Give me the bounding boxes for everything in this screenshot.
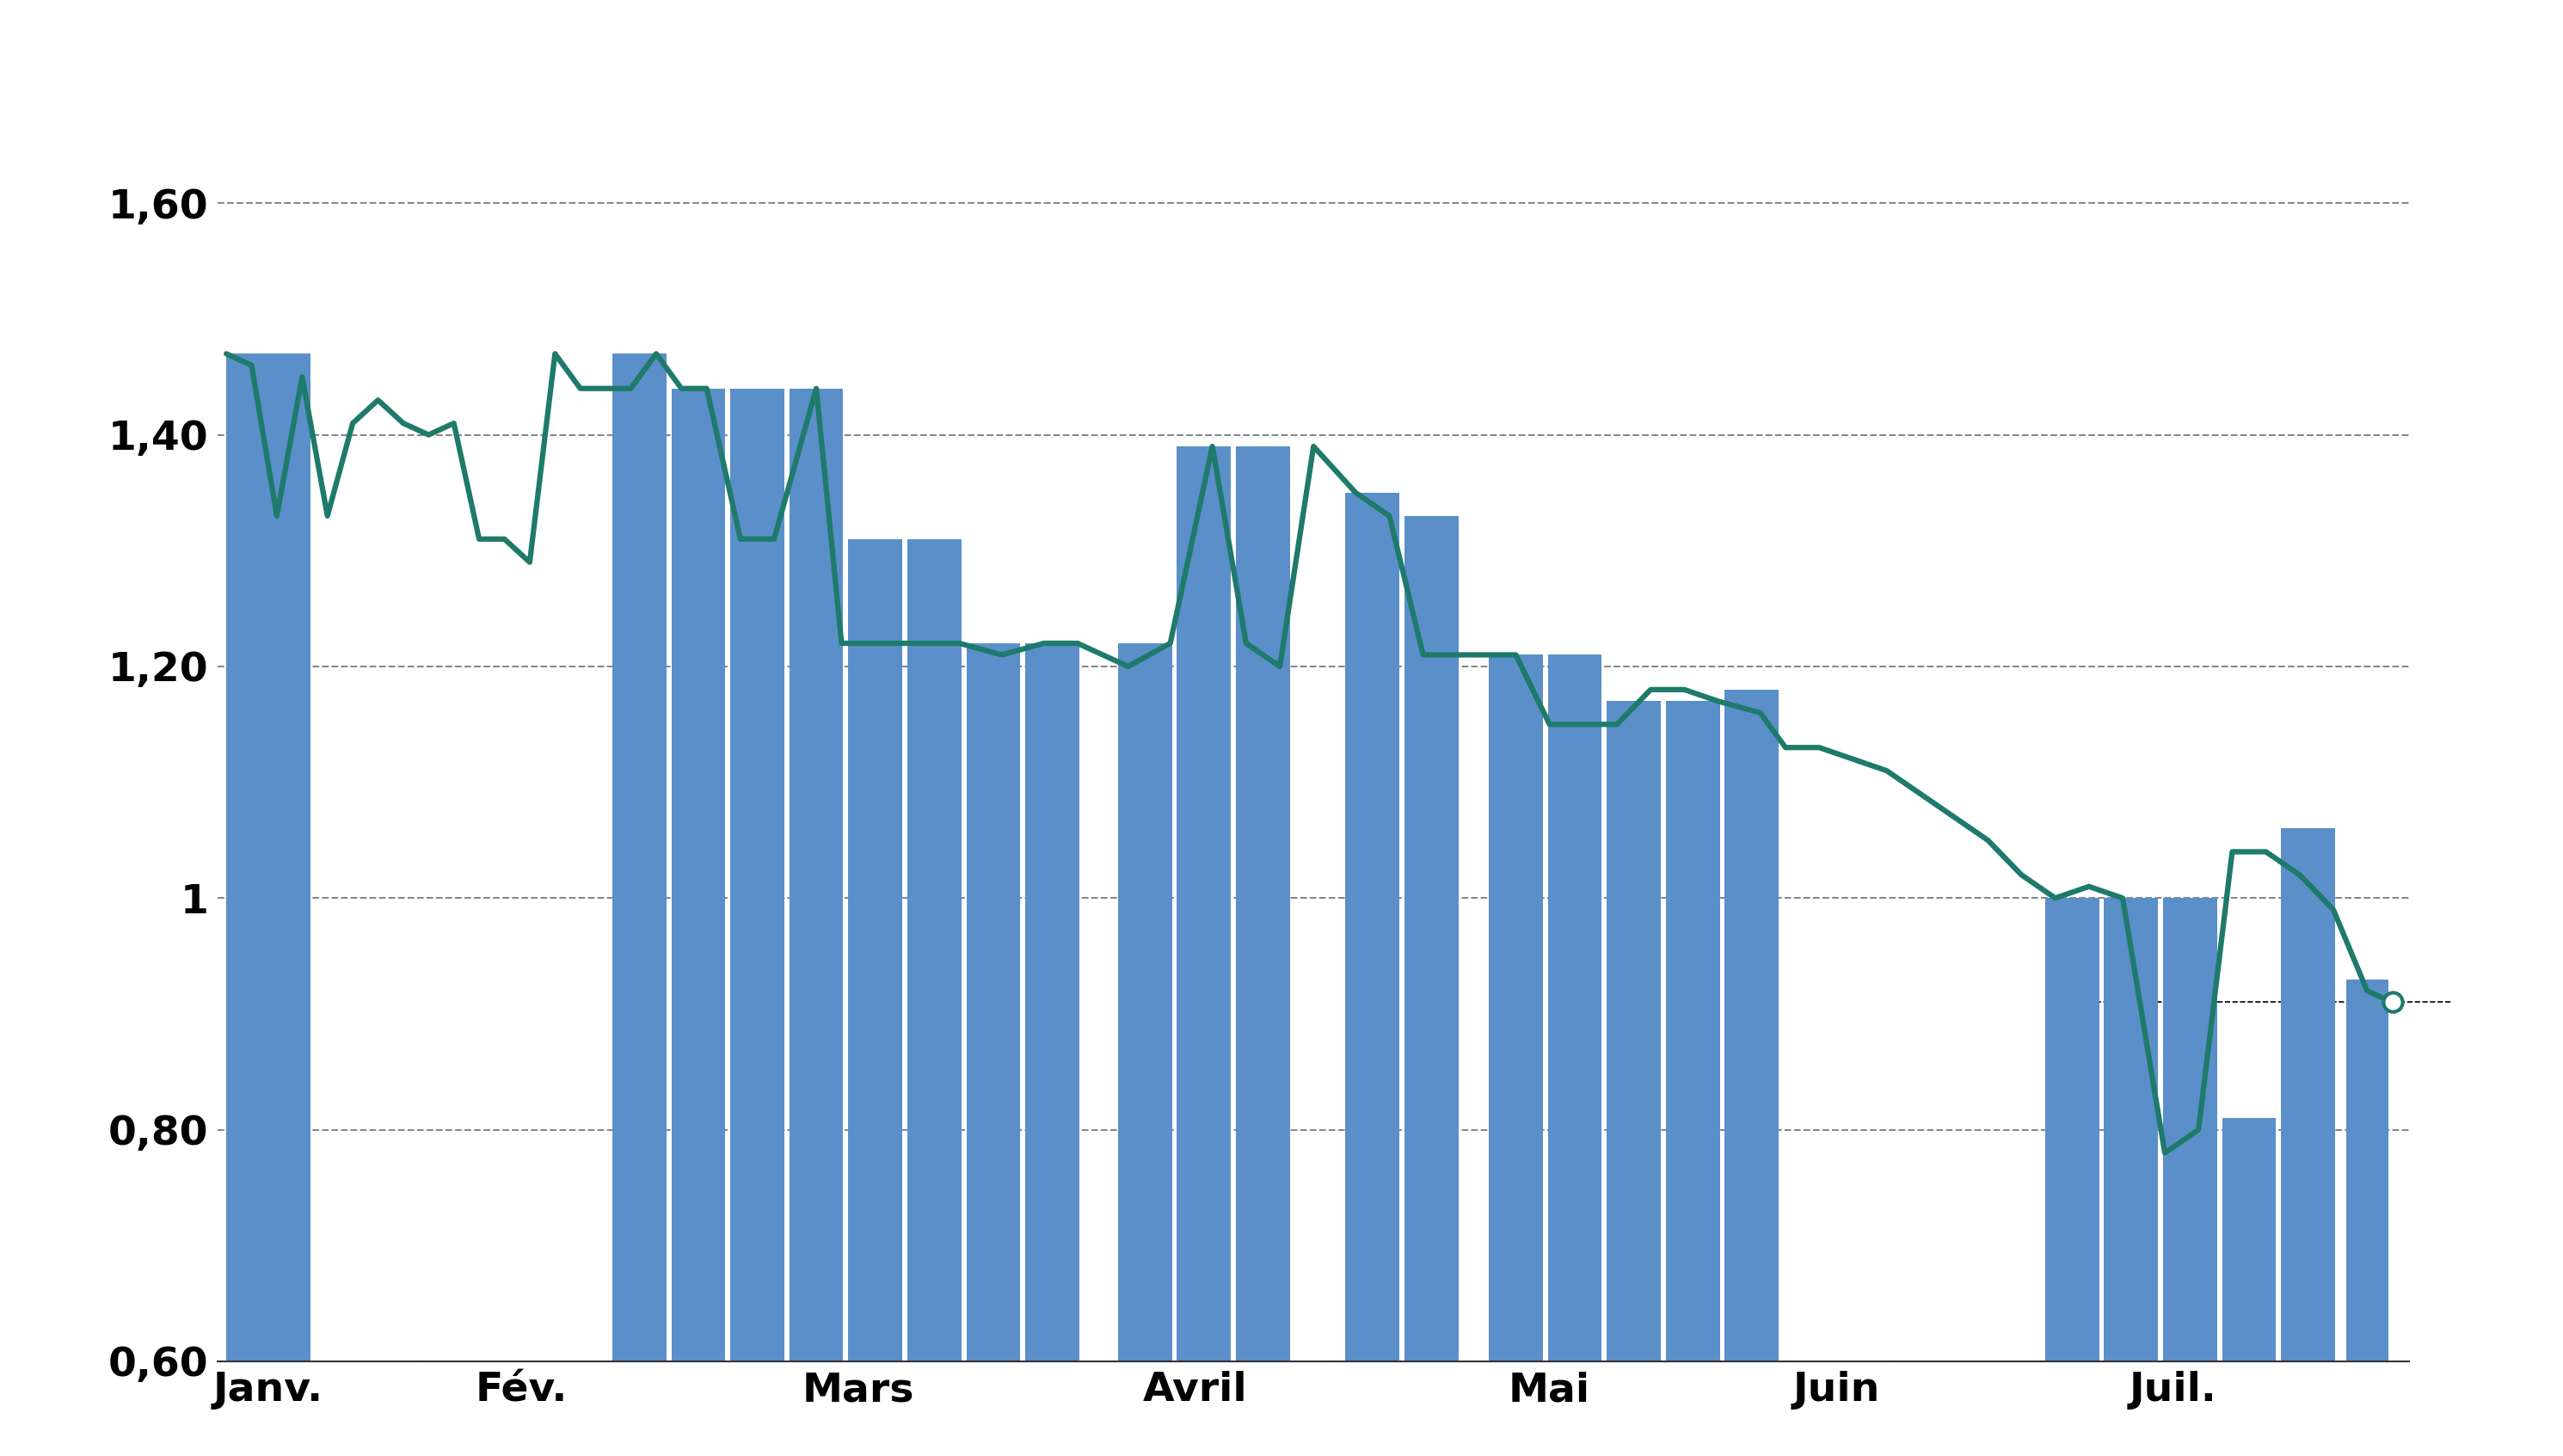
Bar	[1666, 702, 1720, 1361]
Bar	[613, 354, 666, 1361]
Bar	[1607, 702, 1661, 1361]
Bar	[2104, 898, 2158, 1361]
Text: SODITECH: SODITECH	[1010, 0, 1553, 89]
Bar	[672, 389, 725, 1361]
Bar	[1548, 655, 1602, 1361]
Bar	[1725, 690, 1779, 1361]
Bar	[2045, 898, 2099, 1361]
Bar	[226, 354, 310, 1361]
Bar	[1235, 447, 1289, 1361]
Bar	[2163, 898, 2217, 1361]
Bar	[1025, 644, 1079, 1361]
Bar	[730, 389, 784, 1361]
Bar	[789, 389, 843, 1361]
Bar	[2345, 980, 2389, 1361]
Bar	[1117, 644, 1171, 1361]
Bar	[1176, 447, 1230, 1361]
Bar	[848, 539, 902, 1361]
Bar	[966, 644, 1020, 1361]
Bar	[1489, 655, 1543, 1361]
Bar	[1346, 492, 1399, 1361]
Bar	[907, 539, 961, 1361]
Bar	[2281, 828, 2335, 1361]
Bar	[1405, 515, 1458, 1361]
Bar	[2222, 1118, 2276, 1361]
